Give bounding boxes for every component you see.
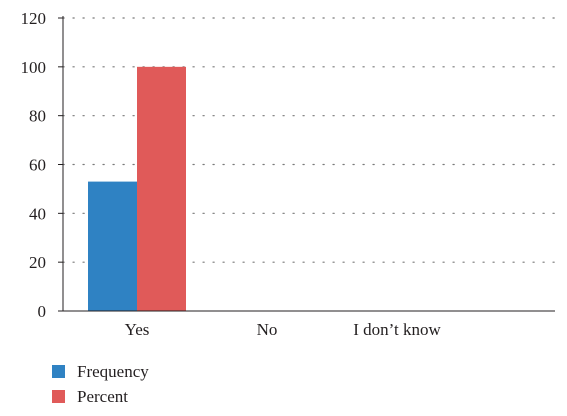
axes bbox=[58, 16, 555, 312]
y-tick-label: 0 bbox=[38, 302, 47, 321]
x-tick-label: I don’t know bbox=[353, 320, 441, 339]
y-tick-labels: 0 20 40 60 80 100 120 bbox=[21, 9, 47, 321]
x-tick-label: No bbox=[257, 320, 278, 339]
bar-percent bbox=[137, 66, 186, 311]
y-tick-label: 60 bbox=[29, 156, 46, 175]
bars bbox=[88, 66, 186, 311]
gridlines bbox=[62, 17, 556, 263]
y-tick-label: 80 bbox=[29, 107, 46, 126]
legend-label-percent: Percent bbox=[77, 387, 128, 406]
x-tick-label: Yes bbox=[125, 320, 150, 339]
legend-label-frequency: Frequency bbox=[77, 362, 149, 381]
y-tick-label: 40 bbox=[29, 204, 46, 223]
legend-swatch-frequency bbox=[52, 365, 65, 378]
y-tick-label: 20 bbox=[29, 253, 46, 272]
y-tick-label: 120 bbox=[21, 9, 47, 28]
legend-swatch-percent bbox=[52, 390, 65, 403]
y-tick-label: 100 bbox=[21, 58, 47, 77]
x-tick-labels: Yes No I don’t know bbox=[125, 320, 442, 339]
bar-frequency bbox=[88, 181, 137, 311]
legend: Frequency Percent bbox=[52, 362, 149, 406]
